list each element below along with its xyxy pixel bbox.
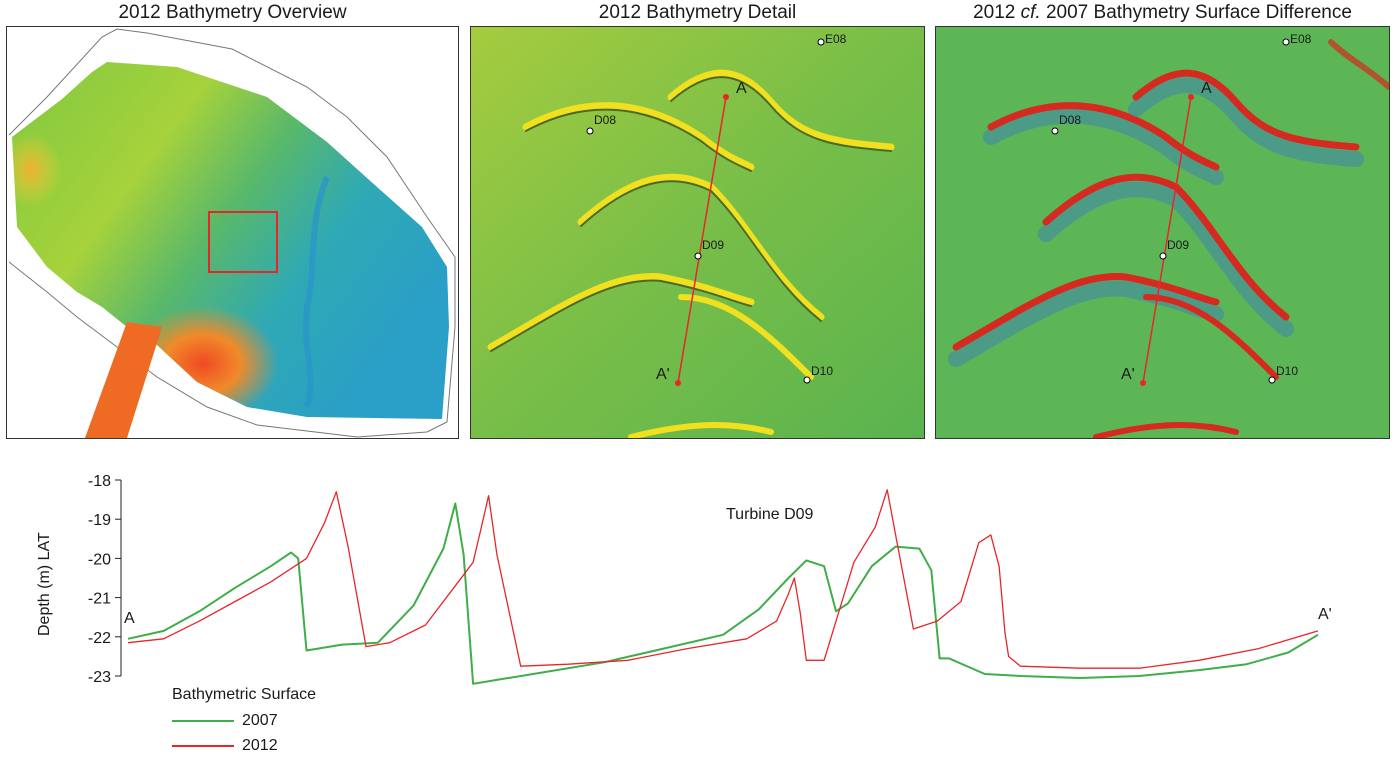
y-tick-label: -20 [88,551,111,568]
y-tick-label: -22 [88,630,111,647]
y-tick-label: -18 [88,473,111,490]
detail-background [471,27,924,438]
diff-turbine-d09-marker [1159,252,1167,260]
detail-title: 2012 Bathymetry Detail [598,2,797,23]
chart-start-label: A [124,610,135,627]
channel-feature [302,175,330,408]
y-tick-label: -19 [88,512,111,529]
turbine-d10-label: D10 [811,364,833,378]
difference-map: E08 D08 D09 D10 A A' [936,27,1389,438]
turbine-d09-label: D09 [702,238,724,252]
diff-profile-end-label: A' [1121,366,1135,383]
difference-bands [948,39,1389,438]
turbine-d08-label: D08 [594,113,616,127]
overview-map [8,28,456,438]
turbine-e08-marker [817,38,825,46]
profile-end-point [675,380,681,386]
legend-item-2012: 2012 [172,737,278,755]
survey-surface [12,62,449,419]
diff-turbine-d09-label: D09 [1167,238,1189,252]
diff-turbine-e08-label: E08 [1290,32,1312,46]
survey-hot-zone [117,262,307,407]
diff-turbine-d10-marker [1268,376,1276,384]
difference-title-prefix: 2012 [973,2,1021,23]
survey-warm-zone [12,117,137,267]
legend-label-2007: 2007 [242,712,278,729]
turbine-d08-marker [586,127,594,135]
turbine-d09-marker [694,252,702,260]
legend-swatch-2012 [172,745,234,747]
difference-map-panel: E08 D08 D09 D10 A A' [935,26,1390,439]
profile-line [677,96,727,384]
profile-start-point [723,94,729,100]
difference-profile-line [1142,96,1192,384]
chart-end-label: A' [1318,606,1332,623]
diff-turbine-d08-marker [1051,127,1059,135]
legend-title: Bathymetric Surface [172,686,317,703]
profile-end-label: A' [656,366,670,383]
y-tick-label: -23 [88,669,111,686]
series-line-2012 [127,489,1319,669]
profile-start-label: A [736,80,747,97]
diff-turbine-e08-marker [1282,38,1290,46]
legend-swatch-2007 [172,720,234,722]
chart-y-axis-label: Depth (m) LAT [36,532,53,636]
legend-label-2012: 2012 [242,737,278,754]
legend-item-2007: 2007 [172,712,278,730]
diff-turbine-d10-label: D10 [1276,364,1298,378]
turbine-d10-marker [803,376,811,384]
turbine-d09-annotation: Turbine D09 [726,506,814,523]
detail-map-panel: E08 D08 D09 D10 A A' [470,26,925,439]
series-line-2007 [127,502,1319,685]
diff-turbine-d08-label: D08 [1059,113,1081,127]
y-tick-label: -21 [88,591,111,608]
difference-profile-start [1188,94,1194,100]
overview-map-panel [6,26,459,439]
overview-title: 2012 Bathymetry Overview [118,2,347,23]
difference-background [936,27,1389,438]
detail-area-box [208,211,278,273]
diff-profile-start-label: A [1201,80,1212,97]
difference-title-cf: cf. [1020,2,1041,23]
difference-title: 2012 cf. 2007 Bathymetry Surface Differe… [935,2,1390,24]
difference-title-suffix: 2007 Bathymetry Surface Difference [1040,2,1352,23]
cable-corridor [85,322,162,438]
detail-map: E08 D08 D09 D10 A A' [471,27,924,438]
difference-profile-end [1140,380,1146,386]
turbine-e08-label: E08 [825,32,847,46]
